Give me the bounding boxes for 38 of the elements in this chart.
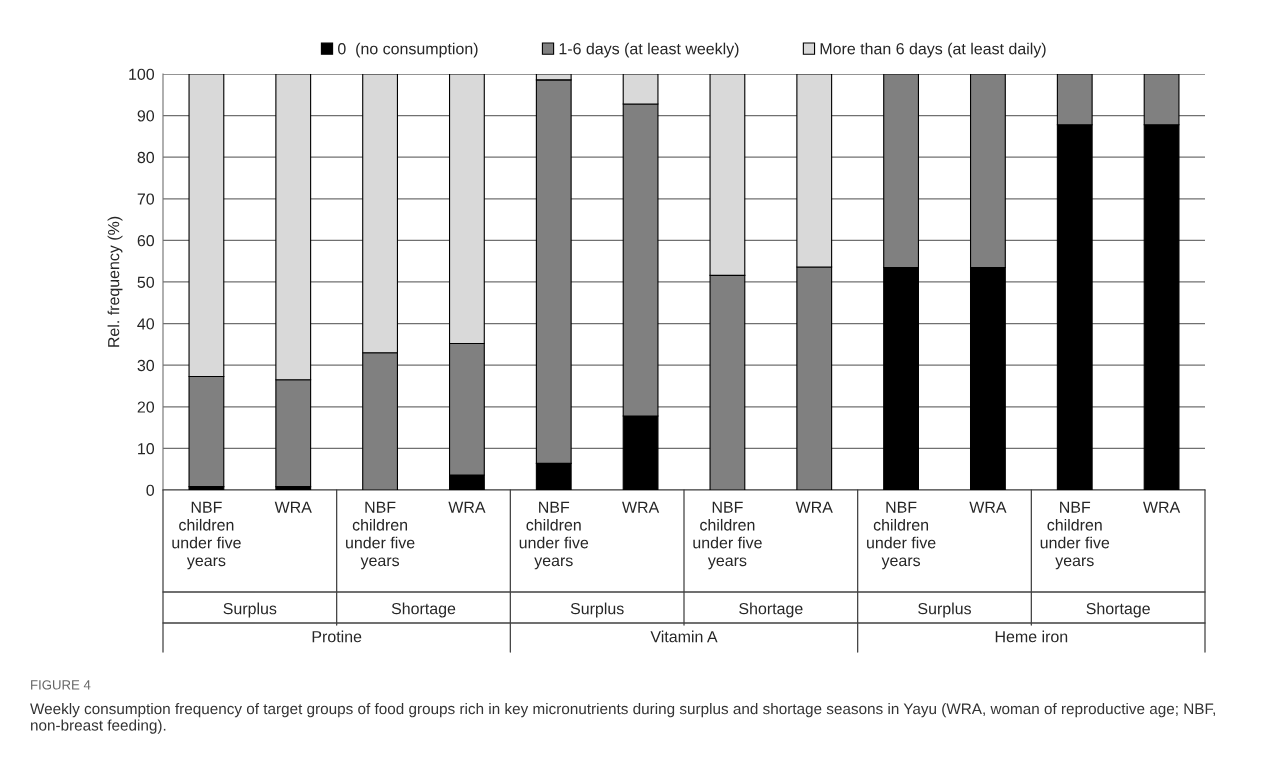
- legend-label: More than 6 days (at least daily): [820, 42, 1046, 58]
- text: Surplus: [570, 602, 624, 618]
- y-tick-label: 70: [137, 193, 155, 205]
- y-tick-label: 30: [137, 359, 155, 372]
- y-tick-label: 60: [137, 235, 155, 247]
- x-tick-label: NBF children under five years: [693, 501, 762, 570]
- text: Vitamin A: [650, 630, 718, 643]
- x-tick-label: WRA: [622, 501, 660, 513]
- x-tick-label: NBF children under five years: [867, 501, 936, 570]
- x-tick-label: WRA: [274, 501, 312, 513]
- caption: FIGURE 4: [31, 680, 91, 690]
- y-tick-label: 50: [137, 276, 155, 288]
- legend-label: 0 (no consumption): [338, 42, 478, 58]
- x-tick-label: WRA: [969, 501, 1007, 513]
- text: Weekly consumption frequency of target groups of food groups rich in key micronutrients during surplus and shortage seasons in Yayu (WRA, woman of reproductive age; NBF, non-breast feeding).: [30, 703, 1215, 734]
- text: Heme iron: [995, 630, 1068, 643]
- y-tick-label: 40: [137, 318, 155, 330]
- text: Shortage: [739, 602, 803, 618]
- y-tick-label: 100: [129, 68, 155, 80]
- text: Shortage: [391, 602, 456, 618]
- text: Surplus: [918, 602, 971, 618]
- x-tick-label: NBF children under five years: [346, 501, 415, 570]
- x-tick-label: WRA: [448, 501, 486, 513]
- y-tick-label: 80: [137, 151, 155, 164]
- y-tick-label: 90: [137, 110, 155, 122]
- text: Surplus: [223, 602, 277, 618]
- y-tick-label: 10: [138, 443, 155, 455]
- legend-label: 1-6 days (at least weekly): [559, 42, 739, 58]
- y-axis-title: Rel. frequency (%): [107, 216, 123, 347]
- text: Protine: [312, 630, 362, 643]
- x-tick-label: NBF children under five years: [519, 501, 589, 570]
- x-tick-label: WRA: [1143, 501, 1181, 513]
- x-tick-label: WRA: [795, 501, 833, 513]
- y-tick-label: 20: [137, 401, 155, 413]
- y-tick-label: 0: [146, 484, 155, 496]
- text: Shortage: [1086, 602, 1150, 618]
- x-tick-label: NBF children under five years: [1040, 501, 1110, 570]
- x-tick-label: NBF children under five years: [172, 501, 241, 570]
